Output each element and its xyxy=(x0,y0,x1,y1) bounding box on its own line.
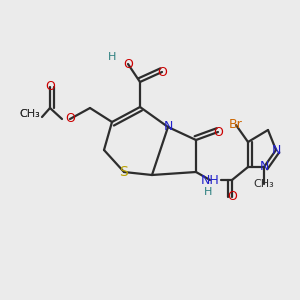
Text: N: N xyxy=(163,121,173,134)
Text: O: O xyxy=(227,190,237,203)
Text: S: S xyxy=(120,165,128,179)
Text: CH₃: CH₃ xyxy=(20,109,40,119)
Text: O: O xyxy=(157,65,167,79)
Text: O: O xyxy=(65,112,75,125)
Text: N: N xyxy=(271,143,281,157)
Text: N: N xyxy=(259,160,269,173)
Text: O: O xyxy=(123,58,133,70)
Text: NH: NH xyxy=(201,173,219,187)
Text: Br: Br xyxy=(229,118,243,131)
Text: CH₃: CH₃ xyxy=(254,179,274,189)
Text: CH₃: CH₃ xyxy=(20,109,40,119)
Text: O: O xyxy=(45,80,55,94)
Text: H: H xyxy=(204,187,212,197)
Text: O: O xyxy=(213,125,223,139)
Text: H: H xyxy=(108,52,116,62)
